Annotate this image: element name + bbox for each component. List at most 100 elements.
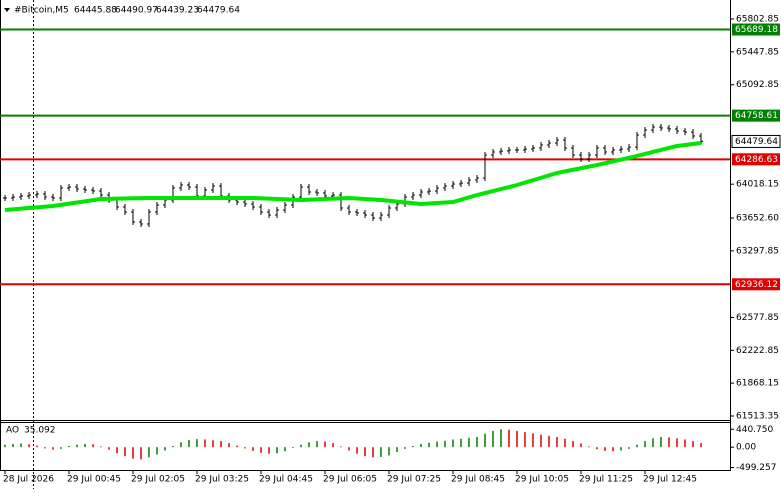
symbol: #Bitcoin,M5: [14, 6, 69, 16]
price-bar: [627, 144, 631, 153]
price-bar: [611, 147, 615, 155]
level-label: 64758.61: [735, 111, 778, 121]
price-bar: [275, 207, 279, 218]
price-bar: [43, 190, 47, 201]
price-label: 64479.64: [735, 137, 778, 147]
price-bar: [531, 144, 535, 153]
price-bar: [467, 177, 471, 186]
price-bar: [83, 185, 87, 194]
y-tick-label: 65447.85: [736, 47, 779, 57]
price-bar: [283, 202, 287, 213]
close: 64479.64: [197, 6, 240, 16]
price-bar: [75, 183, 79, 192]
price-bar: [131, 209, 135, 226]
price-bar: [443, 183, 447, 191]
price-bar: [419, 188, 423, 199]
level-label-box: [732, 153, 780, 166]
price-bar: [683, 128, 687, 136]
moving-average: [4, 141, 702, 212]
x-tick-label: 28 Jul 2026: [3, 475, 54, 485]
price-bar: [179, 182, 183, 191]
price-bar: [451, 180, 455, 190]
price-bar: [651, 123, 655, 134]
price-bar: [67, 183, 71, 191]
menu-arrow[interactable]: [4, 8, 10, 12]
price-bar: [139, 219, 143, 227]
x-tick-label: 29 Jul 10:05: [515, 475, 569, 485]
price-bar: [19, 193, 23, 201]
y-tick-label: 63652.60: [736, 213, 779, 223]
x-tick-label: 29 Jul 00:45: [67, 475, 121, 485]
price-bar: [91, 187, 95, 195]
price-bar: [427, 188, 431, 195]
price-bar: [347, 204, 351, 216]
open: 64445.88: [74, 6, 117, 16]
y-tick-label: 62222.85: [736, 346, 779, 356]
y-tick-label: 64018.15: [736, 180, 779, 190]
level-label: 62936.12: [735, 280, 778, 290]
price-bar: [299, 183, 303, 201]
price-bar: [643, 127, 647, 139]
price-bar: [555, 137, 559, 146]
price-bar: [603, 144, 607, 155]
low: 64439.23: [156, 6, 199, 16]
ao-tick-label: -499.257: [736, 463, 776, 473]
level-label-box: [732, 278, 780, 291]
price-bar: [563, 137, 567, 151]
price-bar: [523, 146, 527, 154]
level-label: 64286.63: [735, 155, 778, 165]
price-bar: [483, 152, 487, 181]
price-bar: [507, 147, 511, 155]
price-bar: [595, 144, 599, 159]
price-bar: [211, 183, 215, 194]
price-bar: [307, 183, 311, 195]
x-tick-label: 29 Jul 11:25: [579, 475, 633, 485]
y-tick-label: 62577.85: [736, 313, 779, 323]
price-bar: [675, 126, 679, 135]
price-bar: [635, 132, 639, 151]
price-bar: [315, 188, 319, 196]
x-tick-label: 29 Jul 02:05: [131, 475, 185, 485]
price-bar: [371, 211, 375, 221]
price-bar: [3, 194, 7, 201]
price-bar: [619, 146, 623, 154]
price-bar: [363, 209, 367, 218]
price-bar: [539, 142, 543, 151]
price-bar: [51, 194, 55, 201]
price-bar: [411, 192, 415, 201]
x-tick-label: 29 Jul 04:45: [259, 475, 313, 485]
high: 64490.97: [115, 6, 158, 16]
price-bar: [355, 209, 359, 216]
price-bar: [571, 144, 575, 159]
ao-tick-label: 0.00: [736, 443, 756, 453]
ao-tick-label: 440.750: [736, 425, 773, 435]
price-bar: [251, 200, 255, 211]
y-tick-label: 61513.35: [736, 411, 779, 421]
price-bar: [171, 184, 175, 204]
price-bar: [11, 194, 15, 201]
price-bar: [27, 192, 31, 200]
x-tick-label: 29 Jul 03:25: [195, 475, 249, 485]
price-bar: [475, 174, 479, 184]
price-bar: [155, 202, 159, 216]
price-bar: [579, 152, 583, 163]
price-label-box: [731, 134, 781, 148]
price-bar: [147, 209, 151, 227]
price-bar: [691, 129, 695, 140]
level-label: 65689.18: [735, 25, 778, 35]
price-bar: [35, 190, 39, 199]
price-bar: [339, 192, 343, 211]
price-bar: [699, 133, 703, 145]
price-bar: [587, 152, 591, 163]
y-tick-label: 63297.85: [736, 246, 779, 256]
price-bar: [547, 139, 551, 149]
ao-last: 35.092: [24, 426, 56, 436]
x-tick-label: 29 Jul 12:45: [643, 475, 697, 485]
x-tick-label: 29 Jul 07:25: [387, 475, 441, 485]
x-tick-label: 29 Jul 06:05: [323, 475, 377, 485]
price-bar: [499, 148, 503, 155]
price-bar: [243, 199, 247, 207]
y-tick-label: 61868.15: [736, 379, 779, 389]
